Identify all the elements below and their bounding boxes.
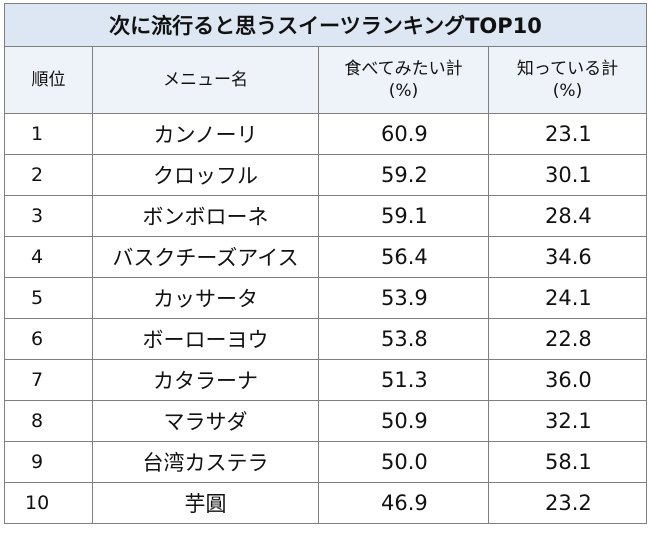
- menu-name-cell: 芋圓: [92, 482, 319, 524]
- header-know-label: 知っている計: [516, 59, 619, 79]
- rank-cell: 8: [4, 400, 93, 442]
- table-row: 3 ボンボローネ 59.1 28.4: [4, 195, 647, 237]
- know-percent-cell: 24.1: [488, 277, 647, 319]
- header-rank: 順位: [4, 46, 93, 114]
- know-percent-cell: 22.8: [488, 318, 647, 360]
- rank-cell: 10: [4, 482, 93, 524]
- menu-name-cell: ボンボローネ: [92, 195, 319, 237]
- want-percent-cell: 46.9: [318, 482, 489, 524]
- ranking-table: 次に流行ると思うスイーツランキングTOP10 順位 メニュー名 食べてみたい計 …: [4, 3, 647, 524]
- rank-cell: 5: [4, 277, 93, 319]
- rank-cell: 7: [4, 359, 93, 401]
- table-row: 7 カタラーナ 51.3 36.0: [4, 359, 647, 401]
- know-percent-cell: 30.1: [488, 154, 647, 196]
- know-percent-cell: 34.6: [488, 236, 647, 278]
- menu-name-cell: カンノーリ: [92, 113, 319, 155]
- menu-name-cell: カタラーナ: [92, 359, 319, 401]
- menu-name-cell: マラサダ: [92, 400, 319, 442]
- menu-name-cell: バスクチーズアイス: [92, 236, 319, 278]
- header-row: 順位 メニュー名 食べてみたい計 (%) 知っている計 (%): [4, 46, 647, 114]
- menu-name-cell: 台湾カステラ: [92, 441, 319, 483]
- header-know: 知っている計 (%): [488, 46, 647, 114]
- want-percent-cell: 51.3: [318, 359, 489, 401]
- menu-name-cell: ボーローヨウ: [92, 318, 319, 360]
- header-want: 食べてみたい計 (%): [318, 46, 489, 114]
- want-percent-cell: 59.1: [318, 195, 489, 237]
- rank-cell: 9: [4, 441, 93, 483]
- know-percent-cell: 23.1: [488, 113, 647, 155]
- header-want-label: 食べてみたい計: [344, 59, 463, 79]
- know-percent-cell: 36.0: [488, 359, 647, 401]
- want-percent-cell: 50.9: [318, 400, 489, 442]
- know-percent-cell: 23.2: [488, 482, 647, 524]
- know-percent-cell: 28.4: [488, 195, 647, 237]
- rank-cell: 3: [4, 195, 93, 237]
- want-percent-cell: 53.9: [318, 277, 489, 319]
- table-row: 10 芋圓 46.9 23.2: [4, 482, 647, 524]
- want-percent-cell: 60.9: [318, 113, 489, 155]
- table-row: 4 バスクチーズアイス 56.4 34.6: [4, 236, 647, 278]
- table-row: 8 マラサダ 50.9 32.1: [4, 400, 647, 442]
- want-percent-cell: 50.0: [318, 441, 489, 483]
- header-want-unit: (%): [388, 81, 419, 101]
- rank-cell: 4: [4, 236, 93, 278]
- rank-cell: 6: [4, 318, 93, 360]
- menu-name-cell: クロッフル: [92, 154, 319, 196]
- ranking-table-container: 次に流行ると思うスイーツランキングTOP10 順位 メニュー名 食べてみたい計 …: [4, 3, 647, 531]
- table-row: 2 クロッフル 59.2 30.1: [4, 154, 647, 196]
- table-title: 次に流行ると思うスイーツランキングTOP10: [4, 3, 647, 47]
- table-row: 6 ボーローヨウ 53.8 22.8: [4, 318, 647, 360]
- table-row: 1 カンノーリ 60.9 23.1: [4, 113, 647, 155]
- want-percent-cell: 56.4: [318, 236, 489, 278]
- header-menu: メニュー名: [92, 46, 319, 114]
- table-row: 5 カッサータ 53.9 24.1: [4, 277, 647, 319]
- want-percent-cell: 59.2: [318, 154, 489, 196]
- rank-cell: 2: [4, 154, 93, 196]
- want-percent-cell: 53.8: [318, 318, 489, 360]
- know-percent-cell: 32.1: [488, 400, 647, 442]
- menu-name-cell: カッサータ: [92, 277, 319, 319]
- table-row: 9 台湾カステラ 50.0 58.1: [4, 441, 647, 483]
- header-know-unit: (%): [552, 81, 583, 101]
- title-row: 次に流行ると思うスイーツランキングTOP10: [4, 3, 647, 47]
- rank-cell: 1: [4, 113, 93, 155]
- know-percent-cell: 58.1: [488, 441, 647, 483]
